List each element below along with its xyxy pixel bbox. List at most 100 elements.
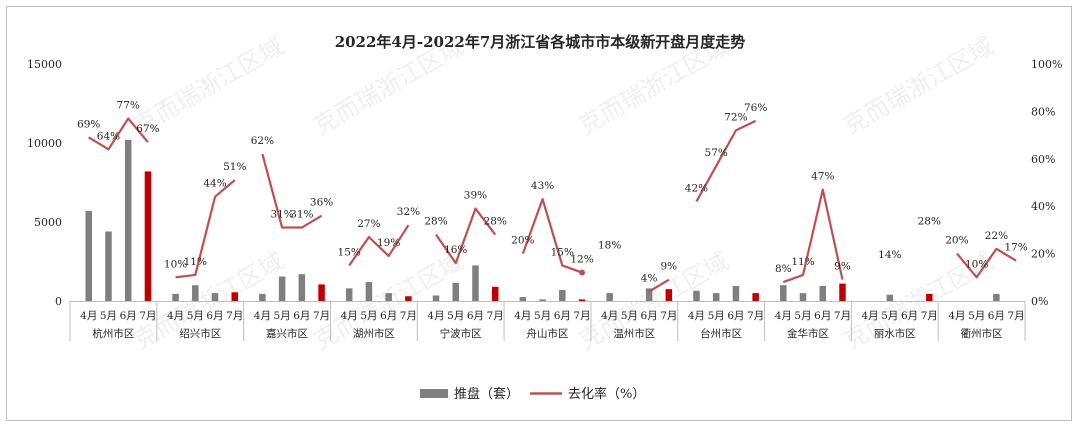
- bar-series: [85, 139, 1000, 301]
- rate-data-label: 10%: [965, 258, 988, 270]
- rate-data-label: 15%: [551, 246, 574, 258]
- bar: [752, 293, 759, 301]
- rate-data-label: 67%: [136, 123, 159, 135]
- right-axis-tick-label: 80%: [1031, 105, 1055, 118]
- month-tick-label: 5月: [187, 310, 204, 322]
- rate-data-label: 31%: [290, 209, 313, 221]
- bar: [298, 274, 306, 301]
- rate-data-label: 28%: [918, 216, 941, 228]
- city-tick-label: 舟山市区: [527, 327, 569, 340]
- right-axis: 0% 20% 40% 60% 80% 100%: [1031, 58, 1062, 308]
- rate-data-label: 18%: [598, 239, 621, 251]
- rate-data-label: 28%: [484, 216, 507, 228]
- bar: [144, 171, 152, 301]
- month-tick-label: 7月: [226, 310, 243, 322]
- month-tick-label: 5月: [274, 310, 291, 322]
- rate-line: [435, 207, 497, 265]
- bar: [693, 290, 700, 301]
- rate-data-label: 27%: [357, 218, 380, 230]
- bar: [345, 288, 353, 301]
- bar: [385, 293, 392, 301]
- month-tick-label: 4月: [688, 310, 705, 322]
- bar: [278, 276, 286, 301]
- month-tick-label: 7月: [313, 310, 330, 322]
- bar: [926, 293, 933, 301]
- bar: [365, 282, 373, 301]
- month-tick-label: 5月: [100, 310, 117, 322]
- bar: [491, 286, 499, 301]
- rate-line: [956, 247, 1017, 279]
- bar: [472, 265, 479, 301]
- bar: [105, 231, 112, 301]
- bar: [192, 285, 199, 301]
- month-tick-label: 5月: [621, 310, 638, 322]
- rate-data-label: 39%: [464, 190, 487, 202]
- chart-frame: [6, 6, 1072, 421]
- rate-data-label: 36%: [310, 197, 333, 209]
- left-axis: 0 5000 10000 15000: [27, 58, 62, 308]
- month-tick-label: 6月: [814, 310, 831, 322]
- bar: [645, 288, 653, 301]
- rate-marker: [579, 269, 586, 276]
- bar: [519, 297, 527, 301]
- right-axis-tick-label: 60%: [1031, 153, 1055, 166]
- bar: [819, 285, 827, 301]
- month-tick-label: 6月: [988, 310, 1005, 322]
- bar: [405, 296, 412, 301]
- line-series: [88, 117, 1017, 293]
- rate-data-label: 10%: [164, 258, 187, 270]
- month-tick-label: 5月: [708, 310, 725, 322]
- bar: [432, 295, 440, 301]
- rate-line: [521, 197, 583, 274]
- left-axis-tick-label: 10000: [27, 137, 62, 150]
- rate-line: [782, 188, 844, 284]
- rate-data-label: 15%: [338, 246, 361, 258]
- bar: [539, 299, 546, 301]
- rate-data-label: 72%: [724, 111, 747, 123]
- bar: [172, 293, 179, 301]
- month-tick-label: 6月: [727, 310, 744, 322]
- month-tick-label: 7月: [834, 310, 851, 322]
- month-tick-label: 6月: [467, 310, 484, 322]
- month-tick-label: 4月: [948, 310, 965, 322]
- rate-line: [348, 224, 410, 267]
- rate-data-label: 32%: [397, 206, 420, 218]
- month-tick-label: 5月: [534, 310, 551, 322]
- rate-data-label: 16%: [444, 244, 467, 256]
- month-tick-label: 4月: [514, 310, 531, 322]
- rate-data-label: 42%: [685, 182, 708, 194]
- city-tick-label: 宁波市区: [440, 327, 482, 340]
- bar: [732, 285, 740, 301]
- rate-line: [261, 153, 323, 229]
- rate-data-label: 62%: [251, 135, 274, 147]
- rate-data-label: 69%: [77, 118, 100, 130]
- rate-data-label: 28%: [424, 216, 447, 228]
- month-tick-label: 7月: [921, 310, 938, 322]
- legend: 推盘（套） 去化率（%）: [420, 386, 645, 402]
- month-tick-label: 6月: [554, 310, 571, 322]
- bar: [259, 293, 266, 301]
- rate-data-label: 9%: [661, 261, 678, 273]
- watermark-text: 克而瑞浙江区域: [839, 32, 998, 140]
- rate-data-label: 17%: [1004, 242, 1027, 254]
- city-tick-label: 绍兴市区: [179, 327, 221, 340]
- left-axis-tick-label: 15000: [27, 58, 62, 71]
- bar: [780, 285, 787, 301]
- city-tick-label: 金华市区: [787, 327, 829, 340]
- month-tick-label: 4月: [427, 310, 444, 322]
- data-labels: 69%64%77%67%10%11%44%51%62%31%31%36%15%2…: [77, 100, 1028, 285]
- month-tick-label: 4月: [80, 310, 97, 322]
- rate-data-label: 31%: [270, 209, 293, 221]
- city-tick-label: 温州市区: [613, 327, 655, 340]
- month-tick-label: 7月: [573, 310, 590, 322]
- rate-data-label: 14%: [878, 249, 901, 261]
- right-axis-tick-label: 0%: [1031, 295, 1048, 308]
- bar: [665, 289, 673, 301]
- bar: [886, 294, 894, 301]
- legend-bar-label: 推盘（套）: [454, 386, 519, 402]
- bar: [839, 283, 846, 301]
- bar: [211, 293, 219, 301]
